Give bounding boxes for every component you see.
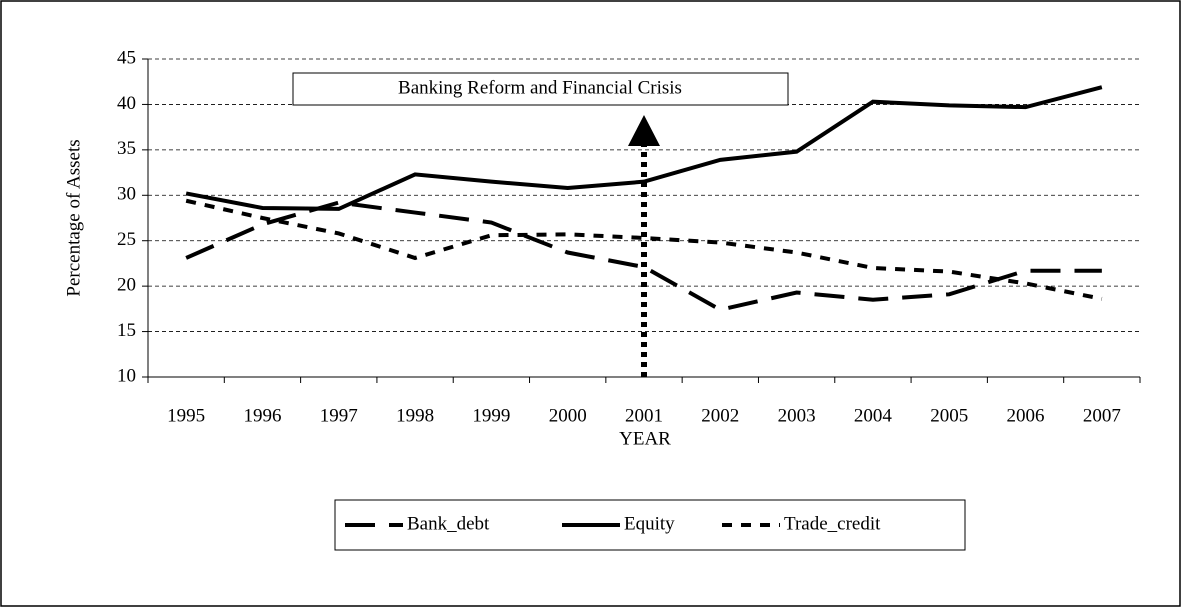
y-tick-label: 15 [117, 320, 136, 341]
series-line [185, 200, 1102, 312]
x-tick-label: 2002 [701, 405, 739, 426]
x-tick-label: 1998 [396, 405, 434, 426]
x-tick-label: 2004 [854, 405, 893, 426]
y-tick-label: 10 [117, 365, 136, 386]
x-tick-label: 2001 [625, 405, 663, 426]
x-axis-label: YEAR [619, 428, 671, 449]
y-tick-label: 40 [117, 93, 136, 114]
x-tick-label: 2006 [1007, 405, 1045, 426]
legend-box [334, 499, 966, 551]
series-line [185, 198, 1103, 301]
x-tick-label: 2005 [930, 405, 968, 426]
legend-label: Bank_debt [407, 513, 490, 534]
x-tick-label: 1997 [320, 405, 358, 426]
y-tick-label: 45 [117, 47, 136, 68]
x-tick-label: 2007 [1083, 405, 1121, 426]
x-tick-label: 1996 [243, 405, 281, 426]
x-tick-label: 1999 [472, 405, 510, 426]
y-tick-label: 25 [117, 229, 136, 250]
annotation-arrowhead [628, 115, 660, 146]
legend-label: Trade_credit [784, 513, 881, 534]
y-tick-label: 35 [117, 138, 136, 159]
annotation-text: Banking Reform and Financial Crisis [398, 77, 682, 98]
annotation-box [292, 72, 789, 106]
x-tick-label: 2000 [549, 405, 587, 426]
legend-label: Equity [624, 513, 675, 534]
x-tick-label: 2003 [778, 405, 816, 426]
y-tick-label: 30 [117, 184, 136, 205]
y-tick-label: 20 [117, 275, 136, 296]
y-axis-label: Percentage of Assets [63, 139, 84, 296]
x-tick-label: 1995 [167, 405, 205, 426]
series-line [185, 85, 1103, 211]
